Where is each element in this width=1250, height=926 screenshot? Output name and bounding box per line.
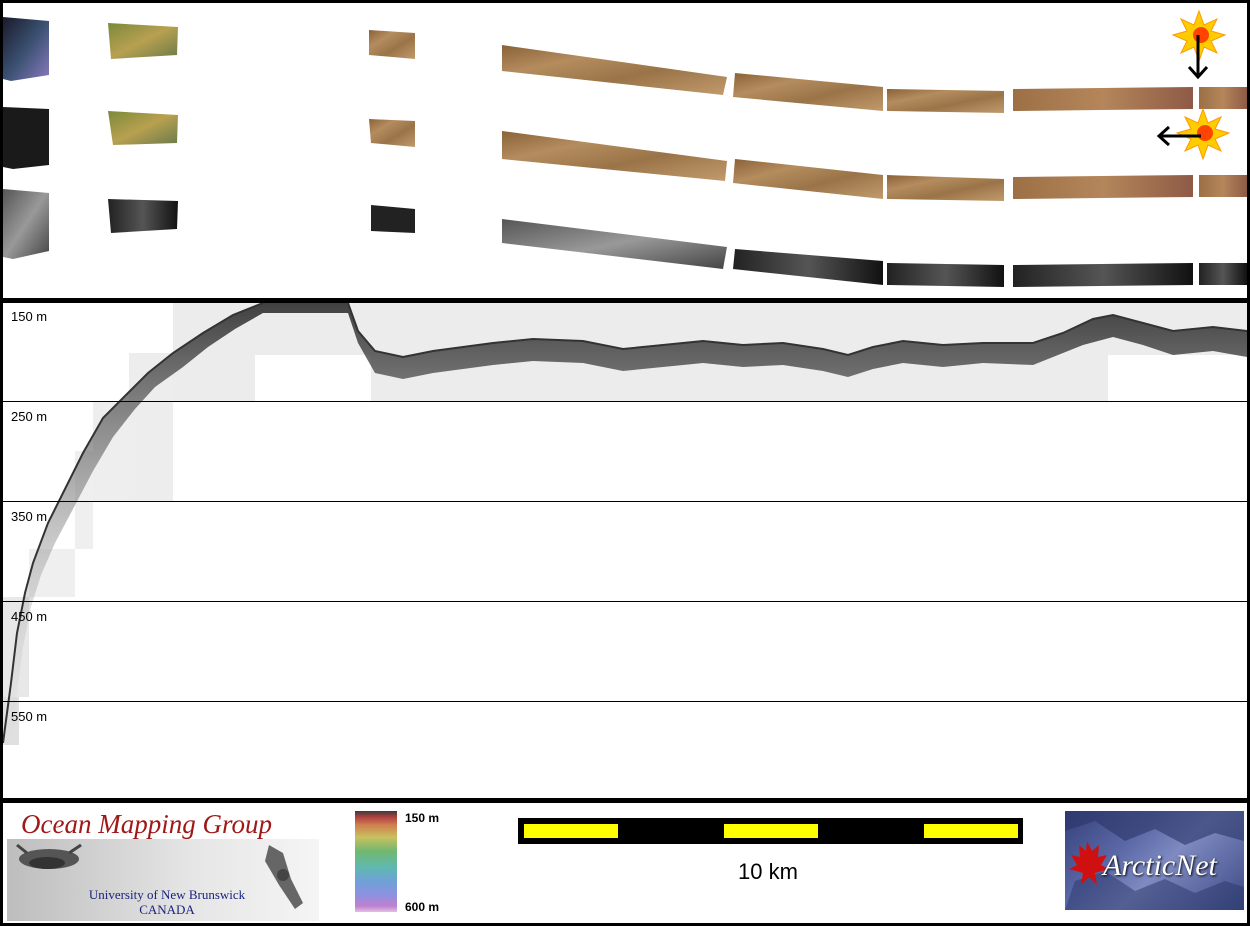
- omg-country: CANADA: [139, 902, 195, 917]
- swath-strip-row3-g: [1013, 263, 1193, 287]
- swath-strip-row2-e: [733, 159, 883, 199]
- colorbar-top-label: 150 m: [405, 811, 440, 825]
- swath-strip-row3-b: [108, 199, 178, 233]
- swath-strip-row1-c: [369, 30, 415, 59]
- scale-bar-segment: [724, 824, 818, 838]
- depth-gridline: [3, 401, 1247, 402]
- swath-strip-row3-a: [3, 189, 49, 259]
- arcticnet-logo: ArcticNet: [1065, 811, 1244, 910]
- swath-imagery-panel: [3, 3, 1247, 298]
- scale-bar: [518, 818, 1023, 844]
- depth-colorbar: [355, 811, 397, 912]
- omg-university: University of New Brunswick: [88, 887, 246, 902]
- depth-profile-panel: 150 m 250 m 350 m 450 m 550 m: [3, 303, 1247, 798]
- scale-label: 10 km: [738, 859, 798, 884]
- swath-strip-row2-g: [1013, 175, 1193, 199]
- scale-bar-segment: [524, 824, 618, 838]
- omg-logo: Ocean Mapping Group University of New Br…: [7, 803, 319, 921]
- swath-strip-row1-d: [502, 45, 727, 95]
- depth-label: 550 m: [11, 709, 48, 724]
- swath-strip-row3-f: [887, 263, 1004, 287]
- swath-strip-row3-h: [1199, 263, 1247, 285]
- swath-strip-row2-f: [887, 175, 1004, 201]
- colorbar-bottom-label: 600 m: [405, 900, 440, 914]
- arctic-map-graphic: [1065, 811, 1244, 910]
- maple-leaf-icon: [1069, 841, 1109, 885]
- swath-strip-row1-a: [3, 17, 49, 81]
- depth-gridline: [3, 701, 1247, 702]
- swath-strip-row1-e: [733, 73, 883, 111]
- arcticnet-text: ArcticNet: [1103, 849, 1217, 882]
- swath-strip-row3-e: [733, 249, 883, 285]
- swath-strip-row3-d: [502, 219, 727, 269]
- depth-label: 350 m: [11, 509, 48, 524]
- swath-strip-row3-c: [371, 205, 415, 233]
- swath-strips: [3, 17, 1247, 287]
- swath-strip-row1-b: [108, 23, 178, 59]
- swath-strip-row2-d: [502, 131, 727, 181]
- swath-strip-row1-h: [1199, 87, 1247, 109]
- omg-logo-graphic: [7, 839, 319, 921]
- swath-strip-row1-f: [887, 89, 1004, 113]
- footer-panel: Ocean Mapping Group University of New Br…: [3, 803, 1247, 923]
- seafloor-line: [3, 303, 1247, 744]
- swath-strip-row2-b: [108, 111, 178, 145]
- swath-strip-row2-c: [369, 119, 415, 147]
- arrow-left-icon: [1156, 125, 1201, 147]
- echo-profile: [3, 303, 1247, 745]
- swath-strip-row2-a: [3, 107, 49, 169]
- depth-label: 250 m: [11, 409, 48, 424]
- scale-bar-segment: [924, 824, 1018, 838]
- swath-strip-row2-h: [1199, 175, 1247, 197]
- swath-strip-row1-g: [1013, 87, 1193, 111]
- depth-gridline: [3, 501, 1247, 502]
- depth-label: 150 m: [11, 309, 48, 324]
- arrow-down-icon: [1187, 35, 1209, 80]
- depth-gridline: [3, 601, 1247, 602]
- depth-label: 450 m: [11, 609, 48, 624]
- omg-title: Ocean Mapping Group: [21, 809, 272, 839]
